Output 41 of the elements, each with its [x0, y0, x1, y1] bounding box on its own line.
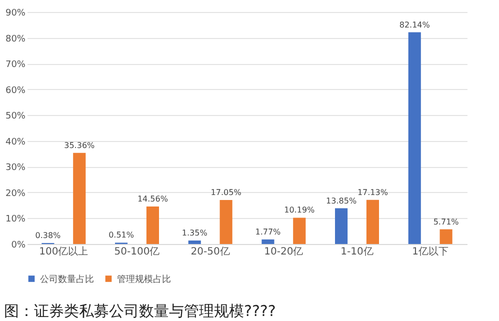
x-tick-label: 1-10亿: [340, 246, 374, 258]
legend-label: 公司数量占比: [40, 274, 94, 285]
data-label: 10.19%: [284, 206, 316, 215]
bar: [335, 208, 348, 244]
bar: [262, 239, 274, 244]
data-label: 1.35%: [182, 228, 208, 238]
bar: [188, 240, 201, 244]
y-tick-label: 40%: [5, 137, 26, 148]
y-tick-label: 0%: [11, 240, 26, 250]
bar: [73, 152, 86, 244]
y-tick-label: 70%: [5, 60, 26, 70]
x-tick-label: 100亿以上: [39, 246, 88, 258]
y-tick-label: 20%: [5, 188, 26, 199]
y-tick-label: 60%: [5, 86, 26, 96]
bar: [408, 32, 421, 244]
bar: [366, 200, 379, 244]
data-label: 82.14%: [399, 20, 430, 30]
bar: [440, 229, 452, 244]
y-tick-label: 30%: [5, 163, 26, 174]
bar: [146, 206, 159, 244]
y-tick-label: 80%: [5, 34, 26, 44]
legend-label: 管理规模占比: [117, 274, 171, 285]
bar: [293, 218, 306, 244]
data-label: 35.36%: [64, 140, 96, 150]
y-tick-label: 50%: [5, 112, 26, 122]
data-label: 0.51%: [108, 230, 134, 240]
data-label: 17.13%: [357, 188, 388, 197]
data-label: 14.56%: [137, 194, 168, 204]
data-label: 17.05%: [210, 188, 242, 198]
bar: [220, 200, 232, 244]
x-tick-label: 1亿以下: [412, 246, 449, 258]
x-tick-label: 10-20亿: [264, 246, 304, 258]
text: 图：证券类私募公司数量与管理规模????: [3, 302, 277, 321]
data-label: 1.77%: [255, 227, 282, 236]
x-tick-label: 50-100亿: [114, 246, 160, 258]
y-tick-label: 10%: [5, 214, 26, 225]
y-tick-label: 90%: [5, 8, 26, 18]
data-label: 0.38%: [35, 231, 62, 240]
data-label: 13.85%: [326, 196, 357, 206]
data-label: 5.71%: [433, 217, 460, 226]
x-tick-label: 20-50亿: [190, 246, 230, 258]
